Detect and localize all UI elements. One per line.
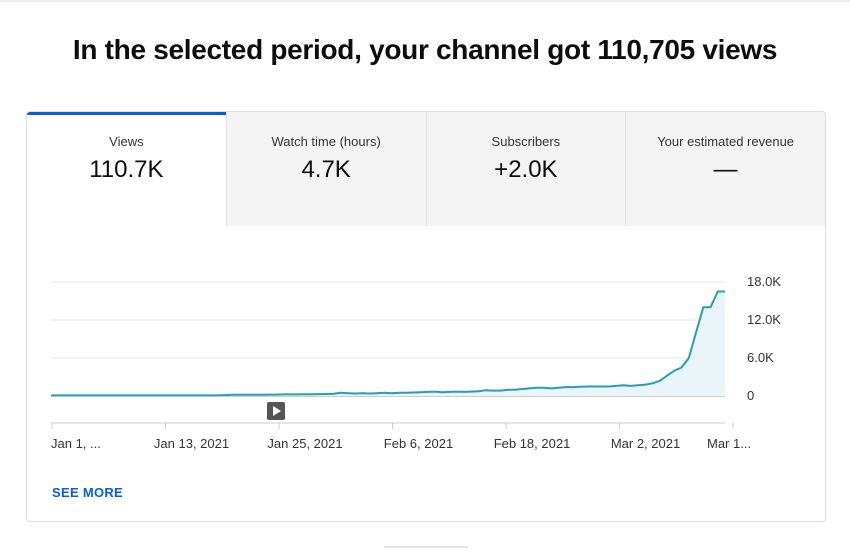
tab-label: Views [109, 134, 144, 149]
tab-value: 4.7K [301, 156, 351, 183]
tab-value: 110.7K [89, 156, 164, 183]
series-area [51, 291, 725, 396]
views-chart: 0 6.0K 12.0K 18.0K Jan 1, ... Jan 13, 2021 Jan… [27, 226, 825, 476]
tab-label: Subscribers [491, 134, 561, 149]
see-more-link[interactable]: SEE MORE [52, 485, 124, 500]
x-tick-label: Mar 1... [707, 436, 751, 451]
y-tick-label: 12.0K [747, 312, 781, 327]
tab-value: — [713, 156, 738, 183]
views-chart-svg: 0 6.0K 12.0K 18.0K Jan 1, ... Jan 13, 2021 Jan… [51, 274, 781, 451]
y-tick-label: 6.0K [747, 350, 774, 365]
tab-value: +2.0K [494, 156, 558, 183]
series-line [51, 290, 725, 397]
tab-views[interactable]: Views 110.7K [27, 112, 226, 226]
play-icon[interactable] [267, 402, 285, 420]
tab-label: Your estimated revenue [657, 134, 795, 149]
x-tick-label: Feb 18, 2021 [494, 436, 571, 451]
tab-subscribers[interactable]: Subscribers +2.0K [425, 112, 626, 226]
tab-label: Watch time (hours) [271, 134, 381, 149]
y-tick-label: 0 [747, 388, 754, 403]
top-divider [0, 0, 850, 2]
analytics-card: Views 110.7K Watch time (hours) 4.7K Sub… [26, 111, 826, 522]
x-tick-label: Jan 25, 2021 [267, 436, 342, 451]
y-tick-label: 18.0K [747, 274, 781, 289]
x-tick-label: Jan 1, ... [51, 436, 101, 451]
x-tick-label: Feb 6, 2021 [384, 436, 453, 451]
metric-tabs: Views 110.7K Watch time (hours) 4.7K Sub… [27, 112, 825, 226]
page-headline: In the selected period, your channel got… [72, 34, 778, 65]
x-tick-label: Mar 2, 2021 [611, 436, 680, 451]
tab-watch-time[interactable]: Watch time (hours) 4.7K [225, 112, 426, 226]
x-tick-label: Jan 13, 2021 [154, 436, 229, 451]
bottom-divider [384, 546, 468, 548]
tab-revenue[interactable]: Your estimated revenue — [625, 112, 825, 226]
